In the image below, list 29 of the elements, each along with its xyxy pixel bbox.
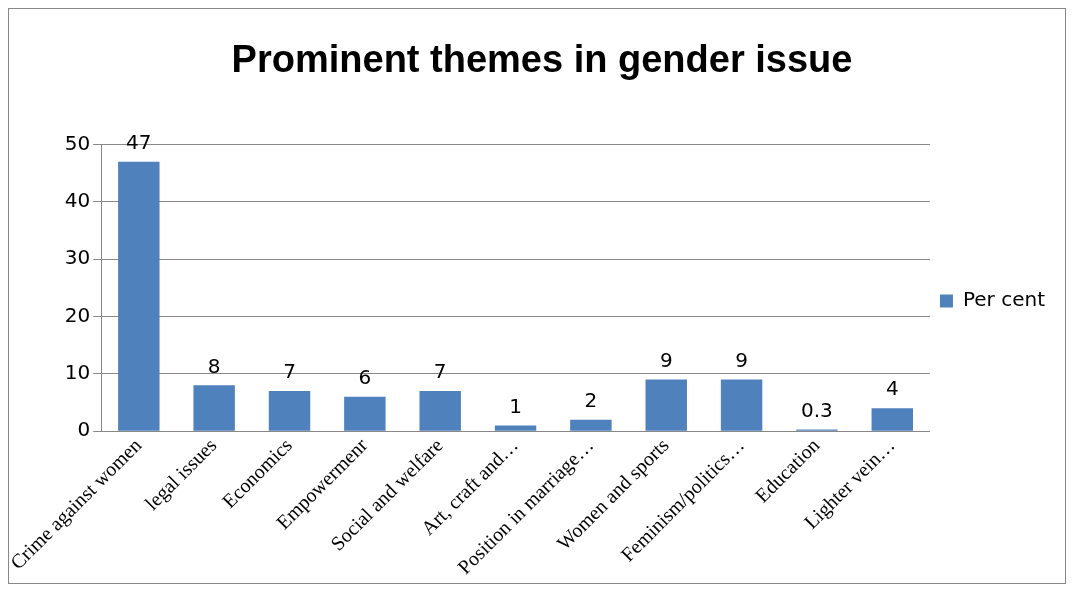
bar <box>645 379 687 431</box>
data-label: 1 <box>509 393 522 418</box>
chart-title: Prominent themes in gender issue <box>231 38 853 81</box>
data-label: 7 <box>283 359 296 384</box>
bar <box>494 425 537 431</box>
data-label: 2 <box>584 387 598 412</box>
bar <box>118 161 160 431</box>
data-label: 47 <box>126 130 152 154</box>
bar <box>570 419 612 431</box>
bar <box>344 396 386 431</box>
bar <box>193 385 235 431</box>
y-tick-label: 10 <box>64 360 91 385</box>
bar <box>871 408 913 431</box>
y-tick-label: 50 <box>64 130 91 155</box>
bar <box>419 391 461 431</box>
data-label: 6 <box>358 365 372 390</box>
legend-label: Per cent <box>962 287 1046 312</box>
data-label: 0.3 <box>801 397 833 422</box>
data-label: 4 <box>885 376 899 401</box>
data-label: 9 <box>735 347 748 372</box>
data-label: 7 <box>433 359 447 384</box>
bar <box>268 391 311 431</box>
y-tick-label: 40 <box>64 188 91 213</box>
y-tick-label: 0 <box>77 417 91 442</box>
data-label: 9 <box>659 347 673 372</box>
y-tick-label: 30 <box>64 245 91 270</box>
data-label: 8 <box>207 353 221 378</box>
y-tick-label: 20 <box>64 302 91 327</box>
bar <box>720 379 763 431</box>
